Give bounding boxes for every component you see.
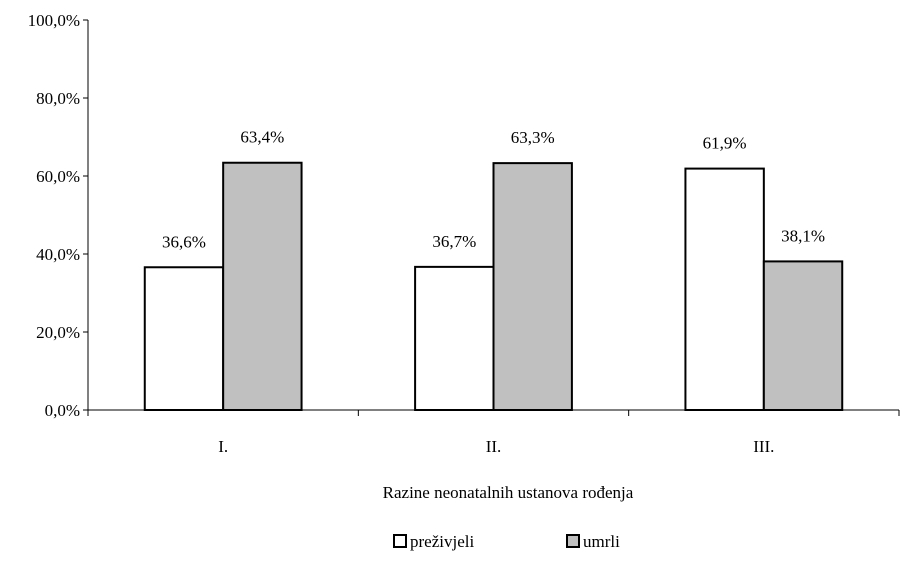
data-label: 36,6% — [162, 232, 206, 251]
legend-swatch — [393, 534, 407, 548]
data-label: 63,3% — [511, 128, 555, 147]
legend-label: umrli — [583, 532, 620, 551]
data-label: 38,1% — [781, 226, 825, 245]
legend-label: preživjeli — [410, 532, 474, 551]
y-tick-label: 40,0% — [36, 245, 80, 264]
data-label: 63,4% — [240, 128, 284, 147]
x-tick-label: I. — [218, 437, 228, 456]
y-tick-label: 100,0% — [28, 11, 80, 30]
bar — [762, 260, 844, 411]
x-tick-label: III. — [753, 437, 774, 456]
data-label: 36,7% — [432, 232, 476, 251]
bar — [684, 167, 765, 411]
bar — [222, 161, 303, 411]
legend: preživjeli umrli — [393, 532, 620, 551]
data-labels: 36,6% 63,4% 36,7% 63,3% 61,9% 38,1% — [162, 128, 825, 252]
bar — [414, 265, 495, 411]
x-tick-label: II. — [486, 437, 502, 456]
y-tick-label: 60,0% — [36, 167, 80, 186]
y-tick-label: 20,0% — [36, 323, 80, 342]
legend-swatch — [566, 534, 580, 548]
bars — [143, 161, 844, 412]
x-axis-title: Razine neonatalnih ustanova rođenja — [383, 483, 634, 502]
bar — [492, 162, 573, 411]
y-axis: 0,0% 20,0% 40,0% 60,0% 80,0% 100,0% — [28, 11, 89, 420]
bar — [143, 266, 225, 412]
y-tick-label: 80,0% — [36, 89, 80, 108]
y-tick-label: 0,0% — [45, 401, 80, 420]
data-label: 61,9% — [703, 134, 747, 153]
x-axis: I. II. III. — [87, 409, 900, 456]
